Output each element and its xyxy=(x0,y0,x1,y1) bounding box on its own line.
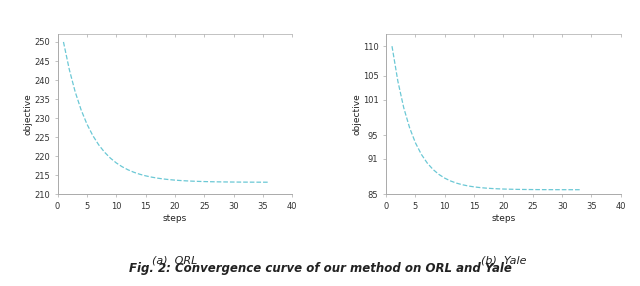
Y-axis label: objective: objective xyxy=(353,94,362,135)
Text: (a)  ORL: (a) ORL xyxy=(152,255,198,265)
X-axis label: steps: steps xyxy=(163,214,187,223)
Y-axis label: objective: objective xyxy=(24,94,33,135)
Text: (b)  Yale: (b) Yale xyxy=(481,255,526,265)
Text: Fig. 2: Convergence curve of our method on ORL and Yale: Fig. 2: Convergence curve of our method … xyxy=(129,262,511,275)
X-axis label: steps: steps xyxy=(492,214,516,223)
